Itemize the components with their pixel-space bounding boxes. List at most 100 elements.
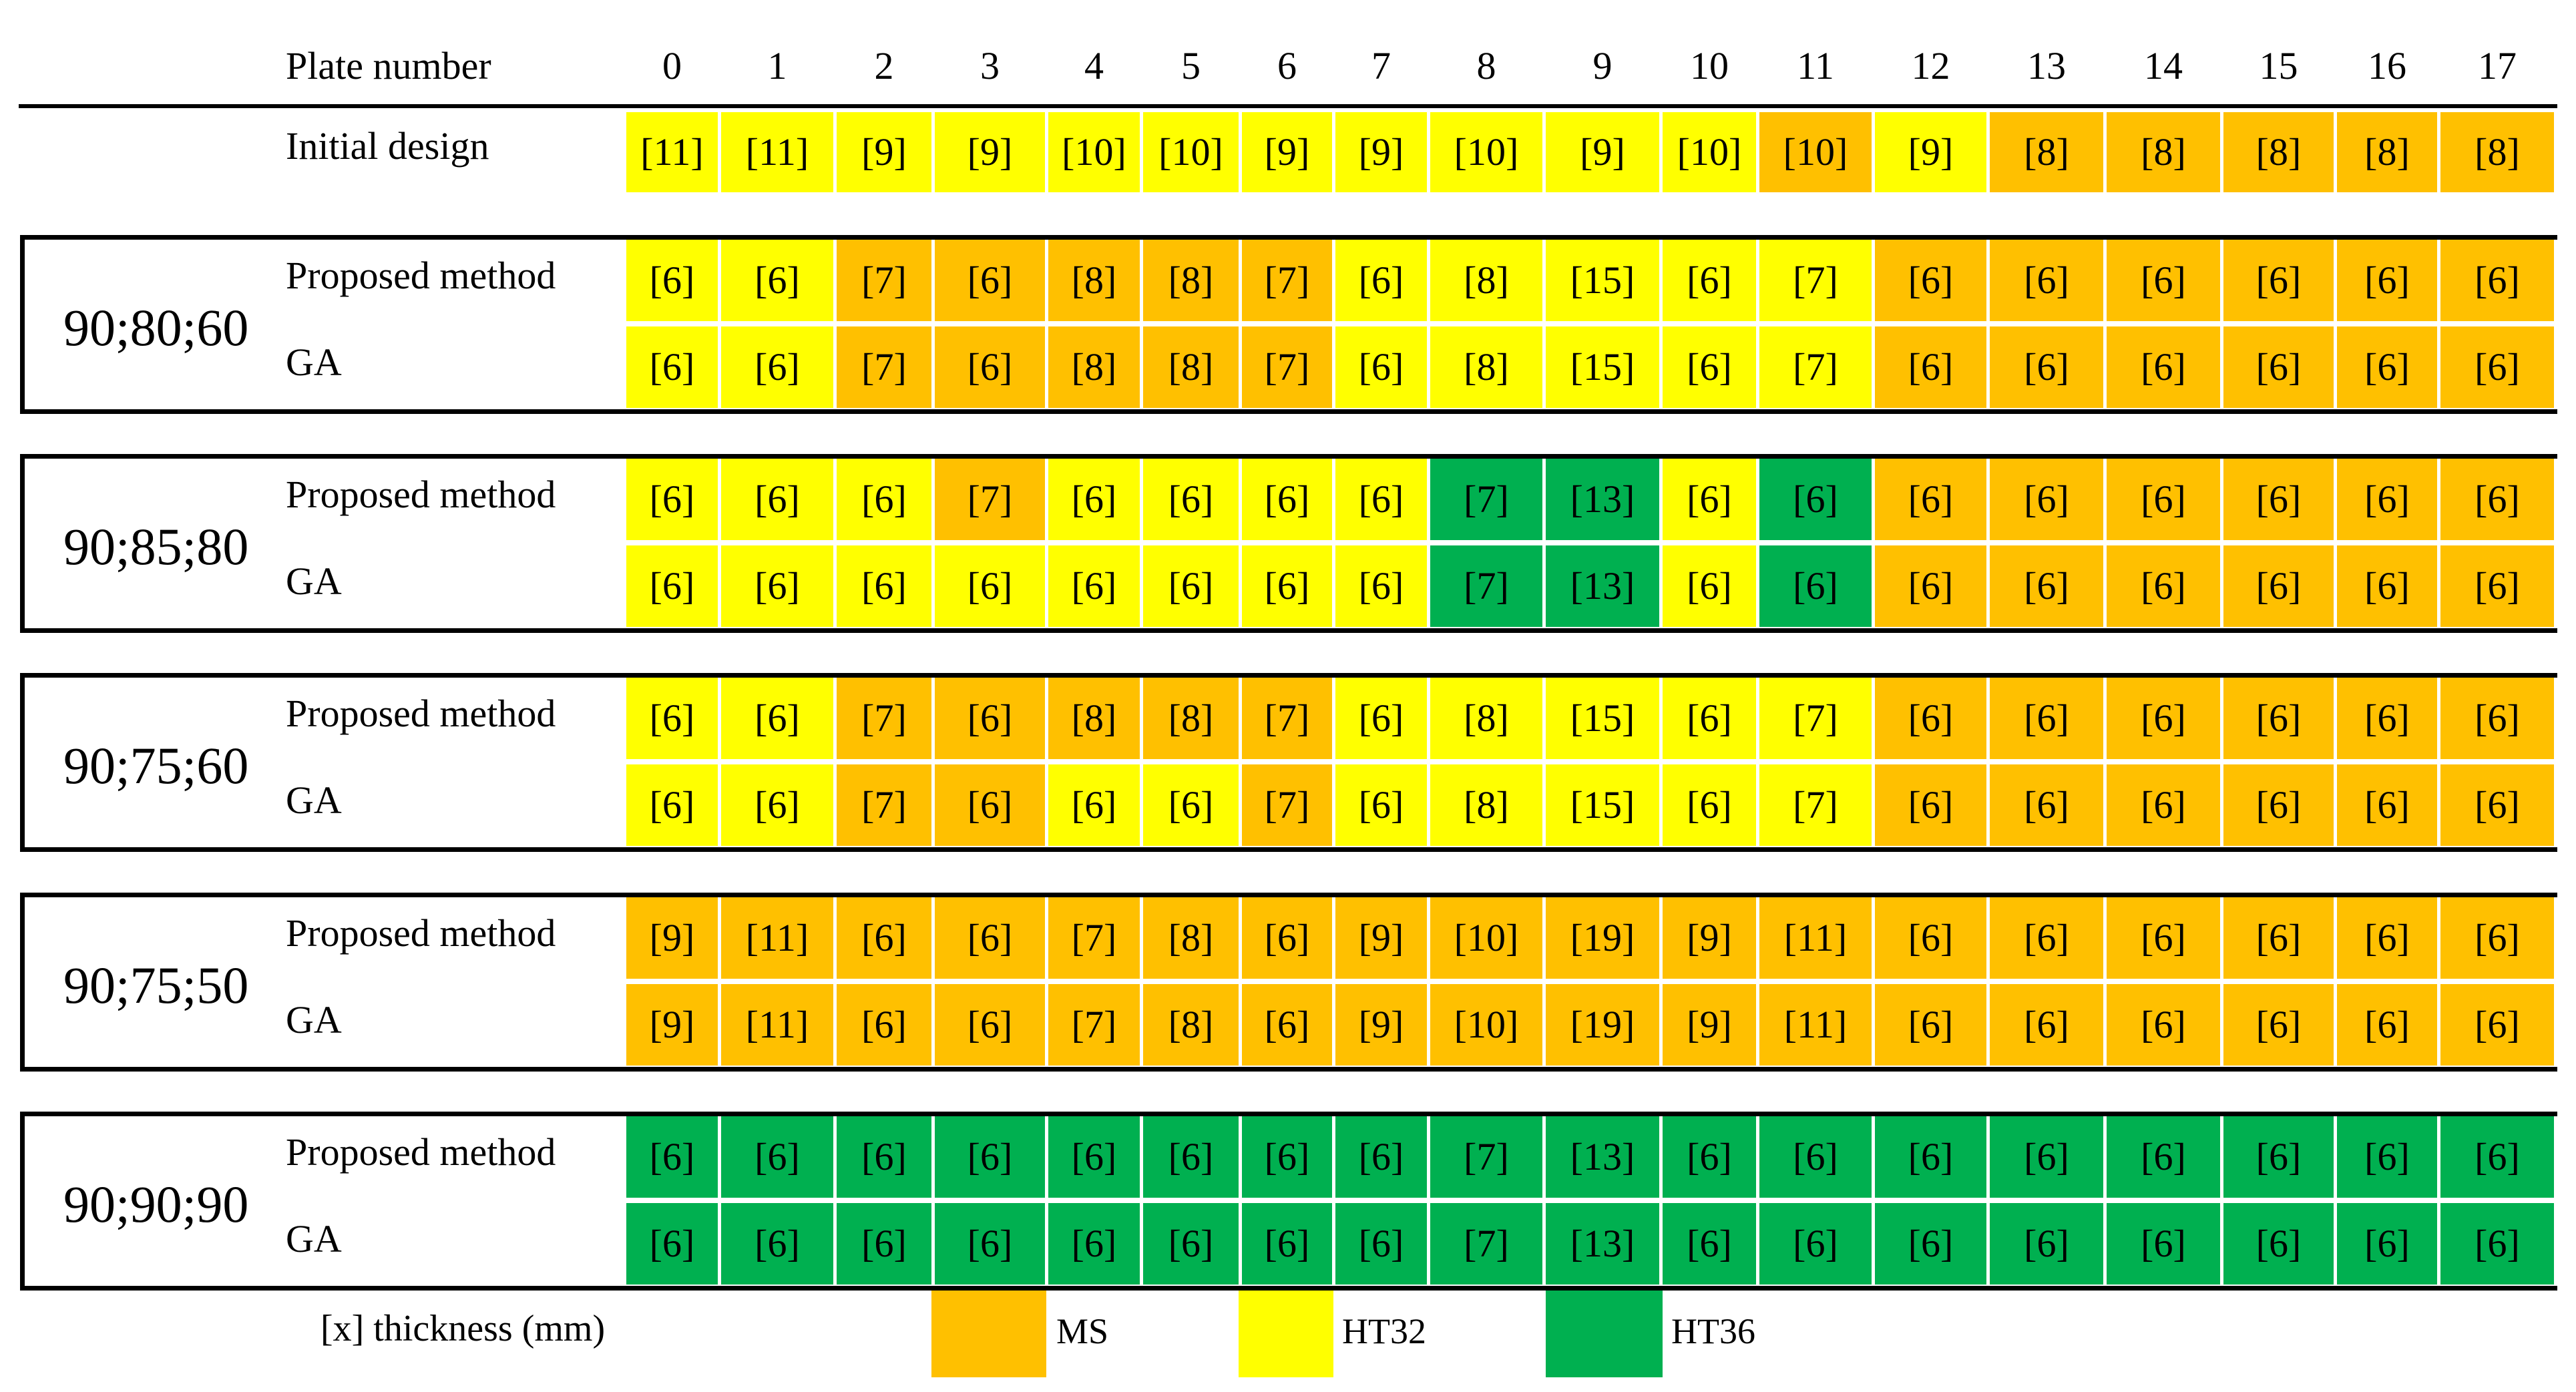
ga-plate-6-cell: [6] bbox=[1242, 1203, 1332, 1285]
legend-ht32-label: HT32 bbox=[1342, 1311, 1426, 1351]
proposed-method-plate-4-cell: [8] bbox=[1048, 240, 1140, 321]
proposed-method-plate-2-cell: [6] bbox=[837, 1116, 931, 1198]
proposed-method-plate-17-cell: [6] bbox=[2440, 459, 2554, 540]
proposed-method-plate-0-cell: [6] bbox=[626, 1116, 718, 1198]
proposed-method-plate-13-cell: [6] bbox=[1990, 897, 2103, 979]
ga-plate-14-cell: [6] bbox=[2107, 984, 2220, 1066]
ga-label: GA bbox=[286, 559, 342, 603]
header-rule bbox=[19, 104, 2557, 108]
proposed-method-plate-3-cell: [6] bbox=[935, 678, 1045, 759]
initial-design-plate-0-cell: [11] bbox=[626, 112, 718, 192]
proposed-method-plate-6-cell: [6] bbox=[1242, 1116, 1332, 1198]
ga-plate-2-cell: [6] bbox=[837, 984, 931, 1066]
plate-number-5: 5 bbox=[1181, 44, 1201, 87]
ga-plate-7-cell: [9] bbox=[1335, 984, 1427, 1066]
plate-number-7: 7 bbox=[1371, 44, 1391, 87]
legend-ms-swatch bbox=[931, 1291, 1046, 1377]
ga-plate-15-cell: [6] bbox=[2223, 545, 2334, 627]
initial-design-plate-12-cell: [9] bbox=[1875, 112, 1986, 192]
initial-design-label: Initial design bbox=[286, 124, 489, 168]
ga-plate-8-cell: [8] bbox=[1430, 764, 1542, 846]
ga-plate-8-cell: [10] bbox=[1430, 984, 1542, 1066]
proposed-method-plate-1-cell: [6] bbox=[721, 240, 833, 321]
scenario-group-box bbox=[20, 893, 2557, 1072]
proposed-method-plate-13-cell: [6] bbox=[1990, 678, 2103, 759]
plate-number-10: 10 bbox=[1690, 44, 1729, 87]
proposed-method-plate-12-cell: [6] bbox=[1875, 240, 1986, 321]
scenario-name: 90;75;60 bbox=[63, 736, 249, 794]
proposed-method-plate-15-cell: [6] bbox=[2223, 1116, 2334, 1198]
proposed-method-plate-14-cell: [6] bbox=[2107, 678, 2220, 759]
proposed-method-plate-11-cell: [6] bbox=[1759, 459, 1872, 540]
ga-plate-1-cell: [11] bbox=[721, 984, 833, 1066]
ga-plate-12-cell: [6] bbox=[1875, 545, 1986, 627]
plate-number-4: 4 bbox=[1084, 44, 1104, 87]
ga-plate-2-cell: [7] bbox=[837, 764, 931, 846]
ga-plate-3-cell: [6] bbox=[935, 984, 1045, 1066]
proposed-method-plate-1-cell: [6] bbox=[721, 678, 833, 759]
plate-number-12: 12 bbox=[1911, 44, 1950, 87]
proposed-method-plate-15-cell: [6] bbox=[2223, 678, 2334, 759]
initial-design-plate-8-cell: [10] bbox=[1430, 112, 1542, 192]
ga-plate-4-cell: [8] bbox=[1048, 326, 1140, 408]
legend-ms-label: MS bbox=[1056, 1311, 1109, 1351]
initial-design-plate-6-cell: [9] bbox=[1242, 112, 1332, 192]
initial-design-plate-7-cell: [9] bbox=[1335, 112, 1427, 192]
ga-plate-7-cell: [6] bbox=[1335, 1203, 1427, 1285]
ga-plate-13-cell: [6] bbox=[1990, 1203, 2103, 1285]
initial-design-plate-5-cell: [10] bbox=[1143, 112, 1239, 192]
proposed-method-plate-7-cell: [6] bbox=[1335, 1116, 1427, 1198]
proposed-method-plate-16-cell: [6] bbox=[2337, 1116, 2437, 1198]
scenario-name: 90;90;90 bbox=[63, 1175, 249, 1233]
proposed-method-plate-16-cell: [6] bbox=[2337, 459, 2437, 540]
proposed-method-plate-8-cell: [7] bbox=[1430, 1116, 1542, 1198]
initial-design-plate-15-cell: [8] bbox=[2223, 112, 2334, 192]
proposed-method-plate-14-cell: [6] bbox=[2107, 897, 2220, 979]
plate-number-16: 16 bbox=[2368, 44, 2406, 87]
ga-plate-14-cell: [6] bbox=[2107, 326, 2220, 408]
ga-plate-5-cell: [6] bbox=[1143, 1203, 1239, 1285]
proposed-method-label: Proposed method bbox=[286, 254, 556, 297]
ga-plate-9-cell: [15] bbox=[1546, 764, 1659, 846]
ga-plate-4-cell: [6] bbox=[1048, 764, 1140, 846]
ga-plate-8-cell: [8] bbox=[1430, 326, 1542, 408]
proposed-method-plate-10-cell: [6] bbox=[1663, 459, 1756, 540]
proposed-method-plate-0-cell: [9] bbox=[626, 897, 718, 979]
proposed-method-plate-7-cell: [6] bbox=[1335, 240, 1427, 321]
proposed-method-plate-10-cell: [9] bbox=[1663, 897, 1756, 979]
initial-design-plate-9-cell: [9] bbox=[1546, 112, 1659, 192]
initial-design-plate-11-cell: [10] bbox=[1759, 112, 1872, 192]
ga-plate-9-cell: [19] bbox=[1546, 984, 1659, 1066]
proposed-method-plate-9-cell: [19] bbox=[1546, 897, 1659, 979]
ga-label: GA bbox=[286, 1217, 342, 1260]
proposed-method-plate-2-cell: [6] bbox=[837, 459, 931, 540]
ga-plate-10-cell: [6] bbox=[1663, 1203, 1756, 1285]
proposed-method-plate-2-cell: [6] bbox=[837, 897, 931, 979]
proposed-method-plate-17-cell: [6] bbox=[2440, 1116, 2554, 1198]
scenario-name: 90;80;60 bbox=[63, 298, 249, 357]
ga-plate-16-cell: [6] bbox=[2337, 984, 2437, 1066]
plate-number-17: 17 bbox=[2478, 44, 2517, 87]
ga-plate-7-cell: [6] bbox=[1335, 764, 1427, 846]
proposed-method-plate-3-cell: [7] bbox=[935, 459, 1045, 540]
proposed-method-plate-11-cell: [7] bbox=[1759, 678, 1872, 759]
ga-plate-8-cell: [7] bbox=[1430, 1203, 1542, 1285]
proposed-method-plate-6-cell: [7] bbox=[1242, 240, 1332, 321]
proposed-method-plate-7-cell: [6] bbox=[1335, 678, 1427, 759]
proposed-method-plate-0-cell: [6] bbox=[626, 240, 718, 321]
ga-label: GA bbox=[286, 998, 342, 1041]
proposed-method-plate-9-cell: [13] bbox=[1546, 1116, 1659, 1198]
ga-plate-10-cell: [6] bbox=[1663, 326, 1756, 408]
ga-plate-17-cell: [6] bbox=[2440, 326, 2554, 408]
legend-thickness-note: [x] thickness (mm) bbox=[320, 1308, 606, 1349]
ga-plate-10-cell: [6] bbox=[1663, 764, 1756, 846]
proposed-method-plate-6-cell: [7] bbox=[1242, 678, 1332, 759]
proposed-method-plate-12-cell: [6] bbox=[1875, 897, 1986, 979]
proposed-method-plate-13-cell: [6] bbox=[1990, 1116, 2103, 1198]
scenario-group-box bbox=[20, 673, 2557, 852]
scenario-group-box bbox=[20, 454, 2557, 633]
ga-plate-13-cell: [6] bbox=[1990, 545, 2103, 627]
ga-plate-4-cell: [6] bbox=[1048, 545, 1140, 627]
legend-ht36-swatch bbox=[1546, 1291, 1663, 1377]
proposed-method-plate-9-cell: [13] bbox=[1546, 459, 1659, 540]
